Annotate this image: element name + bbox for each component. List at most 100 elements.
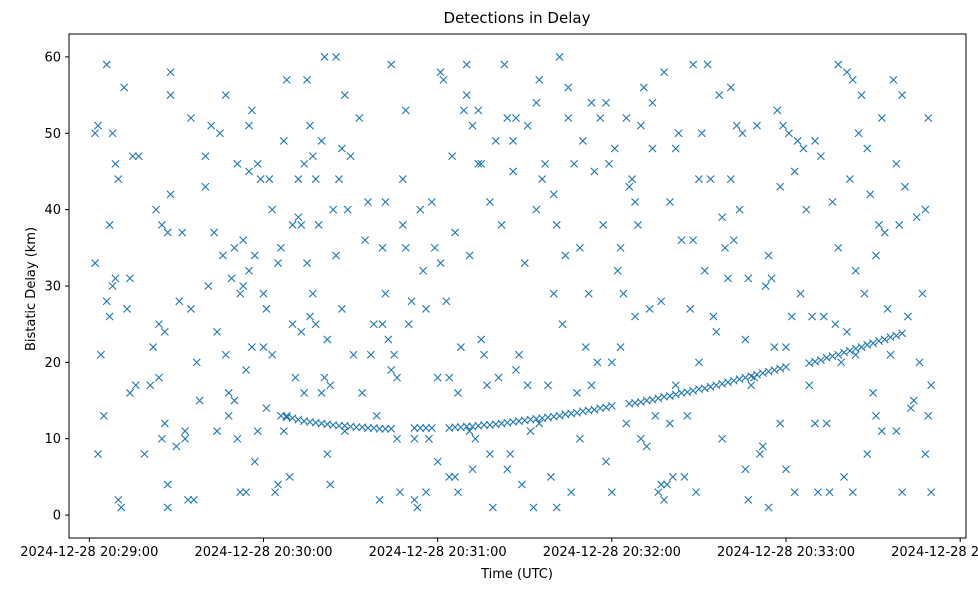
data-point: [471, 434, 480, 443]
data-point: [509, 167, 518, 176]
data-point: [927, 488, 936, 497]
data-point: [288, 220, 297, 229]
data-point: [604, 159, 613, 168]
data-point: [230, 396, 239, 405]
data-point: [718, 213, 727, 222]
data-point: [921, 205, 930, 214]
data-point: [271, 488, 280, 497]
data-point: [451, 228, 460, 237]
data-point: [726, 175, 735, 184]
data-point: [758, 442, 767, 451]
data-point: [308, 152, 317, 161]
data-point: [436, 259, 445, 268]
data-point: [387, 366, 396, 374]
data-point: [877, 427, 886, 436]
data-point: [468, 465, 477, 474]
data-point: [578, 136, 587, 145]
data-point: [465, 427, 474, 436]
data-point: [764, 251, 773, 260]
data-point: [535, 419, 544, 428]
data-point: [529, 503, 538, 512]
data-point: [381, 198, 390, 206]
data-point: [349, 350, 358, 359]
data-point: [854, 129, 863, 138]
data-point: [105, 220, 114, 229]
data-point: [323, 450, 332, 458]
data-point: [723, 274, 732, 283]
data-point: [660, 495, 669, 504]
data-point: [631, 198, 640, 206]
data-point: [401, 106, 410, 115]
data-point: [381, 424, 390, 433]
data-point: [364, 424, 372, 433]
data-point: [410, 424, 419, 433]
data-point: [590, 167, 599, 176]
data-point: [813, 488, 822, 497]
data-point: [358, 388, 367, 397]
data-point: [454, 488, 462, 497]
y-axis-title: Bistatic Delay (km): [24, 227, 39, 351]
data-point: [262, 404, 271, 413]
data-point: [483, 381, 492, 390]
data-point: [311, 320, 320, 329]
data-point: [186, 304, 195, 313]
data-point: [393, 373, 402, 382]
data-point: [581, 343, 590, 352]
data-point: [221, 350, 230, 359]
data-point: [343, 205, 352, 214]
data-point: [535, 75, 544, 84]
data-point: [378, 320, 387, 329]
data-point: [413, 503, 422, 512]
data-point: [921, 450, 930, 458]
data-point: [294, 175, 303, 184]
data-point: [303, 259, 312, 268]
data-point: [694, 358, 703, 367]
data-point: [689, 236, 698, 245]
data-point: [166, 190, 175, 199]
data-point: [163, 480, 172, 489]
data-point: [718, 434, 727, 443]
data-point: [404, 320, 413, 329]
data-point: [282, 75, 291, 84]
data-point: [532, 98, 541, 107]
data-point: [279, 427, 288, 436]
data-point: [265, 175, 274, 184]
data-point: [645, 304, 654, 313]
data-point: [462, 91, 471, 100]
data-point: [912, 213, 921, 222]
data-point: [503, 114, 512, 122]
data-point: [599, 220, 608, 229]
data-point: [332, 251, 341, 260]
data-point: [175, 297, 184, 306]
data-point: [840, 348, 849, 357]
data-point: [901, 182, 910, 191]
data-point: [215, 129, 224, 138]
data-point: [924, 411, 933, 420]
data-point: [811, 357, 820, 366]
data-point: [181, 427, 190, 436]
data-point: [851, 266, 860, 275]
data-point: [741, 335, 750, 344]
data-point: [770, 343, 779, 352]
data-point: [851, 350, 860, 359]
data-point: [703, 60, 712, 69]
data-point: [213, 427, 222, 436]
data-point: [253, 159, 262, 168]
data-point: [718, 379, 727, 388]
data-point: [152, 205, 161, 214]
data-point: [683, 411, 692, 420]
data-point: [593, 358, 602, 367]
data-point: [848, 75, 857, 84]
data-point: [886, 350, 895, 359]
data-point: [906, 404, 915, 413]
y-tick-label: 30: [44, 280, 61, 295]
data-point: [250, 251, 259, 260]
y-tick-label: 50: [44, 127, 61, 142]
data-point: [439, 75, 448, 84]
data-point: [474, 159, 483, 168]
data-point: [761, 282, 770, 290]
data-point: [851, 344, 860, 353]
data-point: [326, 480, 335, 489]
data-point: [186, 114, 195, 122]
data-point: [573, 408, 581, 417]
